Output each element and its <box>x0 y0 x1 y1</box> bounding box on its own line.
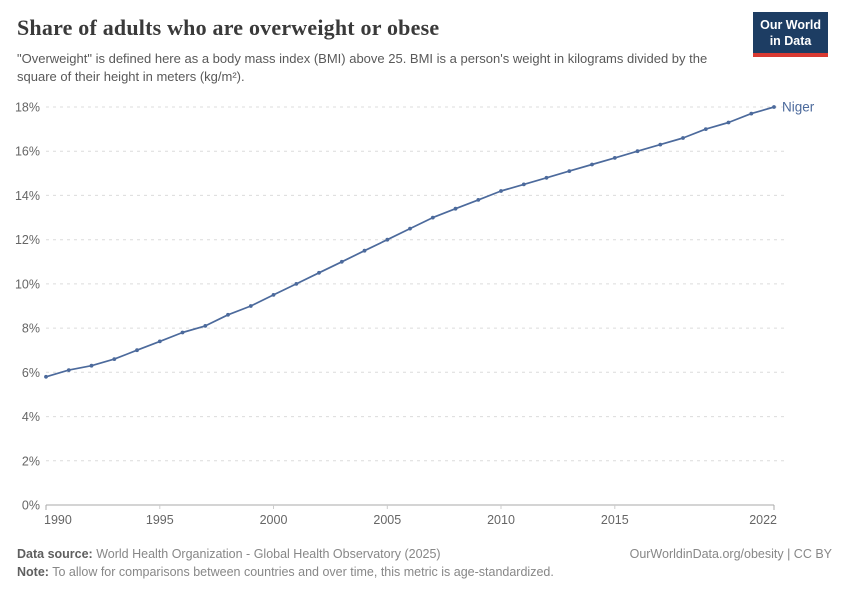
owid-url-link[interactable]: OurWorldinData.org/obesity | CC BY <box>629 546 832 561</box>
data-point[interactable] <box>203 323 208 328</box>
data-point[interactable] <box>135 348 139 353</box>
data-point[interactable] <box>317 270 321 275</box>
x-tick-label: 2000 <box>260 513 288 527</box>
data-point[interactable] <box>681 136 685 140</box>
chart-header: Share of adults who are overweight or ob… <box>0 0 850 87</box>
data-point[interactable] <box>157 339 162 344</box>
y-tick-label: 6% <box>22 366 40 380</box>
data-point[interactable] <box>453 206 458 211</box>
note-value: To allow for comparisons between countri… <box>52 564 554 579</box>
data-point[interactable] <box>521 182 526 187</box>
y-tick-label: 14% <box>15 189 40 203</box>
entity-label[interactable]: Niger <box>782 99 815 114</box>
data-source-label: Data source: <box>17 546 93 561</box>
data-point[interactable] <box>248 304 253 308</box>
data-point[interactable] <box>703 127 708 131</box>
data-point[interactable] <box>612 155 617 160</box>
data-point[interactable] <box>112 357 117 361</box>
data-point[interactable] <box>772 105 776 109</box>
y-tick-label: 4% <box>22 410 40 424</box>
data-point[interactable] <box>271 292 276 297</box>
chart-area: 0% 2% 4% 6% 8% 10% 12% 14% 16% 18% 1990 1995 2000 200… <box>0 90 850 541</box>
data-point[interactable] <box>180 330 185 335</box>
x-tick-label: 2015 <box>601 513 629 527</box>
page-title: Share of adults who are overweight or ob… <box>17 15 440 40</box>
data-point[interactable] <box>66 368 71 372</box>
data-point[interactable] <box>89 363 94 368</box>
data-source: Data source: World Health Organization -… <box>17 547 441 561</box>
data-point[interactable] <box>44 374 48 379</box>
data-point[interactable] <box>430 215 435 220</box>
data-point[interactable] <box>385 237 390 242</box>
data-point[interactable] <box>635 149 640 154</box>
x-tick-label: 1995 <box>146 513 174 527</box>
data-point[interactable] <box>499 189 503 193</box>
data-point[interactable] <box>658 142 663 147</box>
data-point[interactable] <box>362 248 367 253</box>
note-label: Note: <box>17 564 49 579</box>
data-source-value: World Health Organization - Global Healt… <box>96 546 441 561</box>
data-point[interactable] <box>567 169 572 173</box>
y-tick-label: 8% <box>22 322 40 336</box>
x-tick-label: 2010 <box>487 513 515 527</box>
y-tick-label: 18% <box>15 100 40 114</box>
owid-logo-line2: in Data <box>769 33 812 48</box>
y-tick-label: 0% <box>22 498 40 512</box>
x-tick-label: 2005 <box>373 513 401 527</box>
data-point[interactable] <box>339 259 344 264</box>
y-tick-label: 16% <box>15 145 40 159</box>
line-chart[interactable]: 0% 2% 4% 6% 8% 10% 12% 14% 16% 18% 1990 1995 2000 200… <box>0 90 850 536</box>
data-point[interactable] <box>408 226 412 231</box>
data-point[interactable] <box>294 281 299 286</box>
y-tick-label: 12% <box>15 233 40 247</box>
data-point[interactable] <box>476 197 481 202</box>
y-tick-label: 2% <box>22 454 40 468</box>
chart-subtitle: "Overweight" is defined here as a body m… <box>17 51 708 85</box>
data-point[interactable] <box>726 120 731 125</box>
series-line[interactable] <box>45 106 775 378</box>
owid-logo-line1: Our World <box>760 18 821 32</box>
owid-logo: Our World in Data <box>753 12 828 58</box>
chart-footer: Data source: World Health Organization -… <box>0 541 850 579</box>
data-point[interactable] <box>544 175 549 180</box>
x-tick-label: 2022 <box>749 513 777 527</box>
data-point[interactable] <box>749 111 754 116</box>
data-point[interactable] <box>590 162 594 167</box>
data-point[interactable] <box>226 312 230 317</box>
footer-note: Note: To allow for comparisons between c… <box>17 565 832 579</box>
x-tick-label: 1990 <box>44 513 72 527</box>
y-tick-label: 10% <box>15 277 40 291</box>
